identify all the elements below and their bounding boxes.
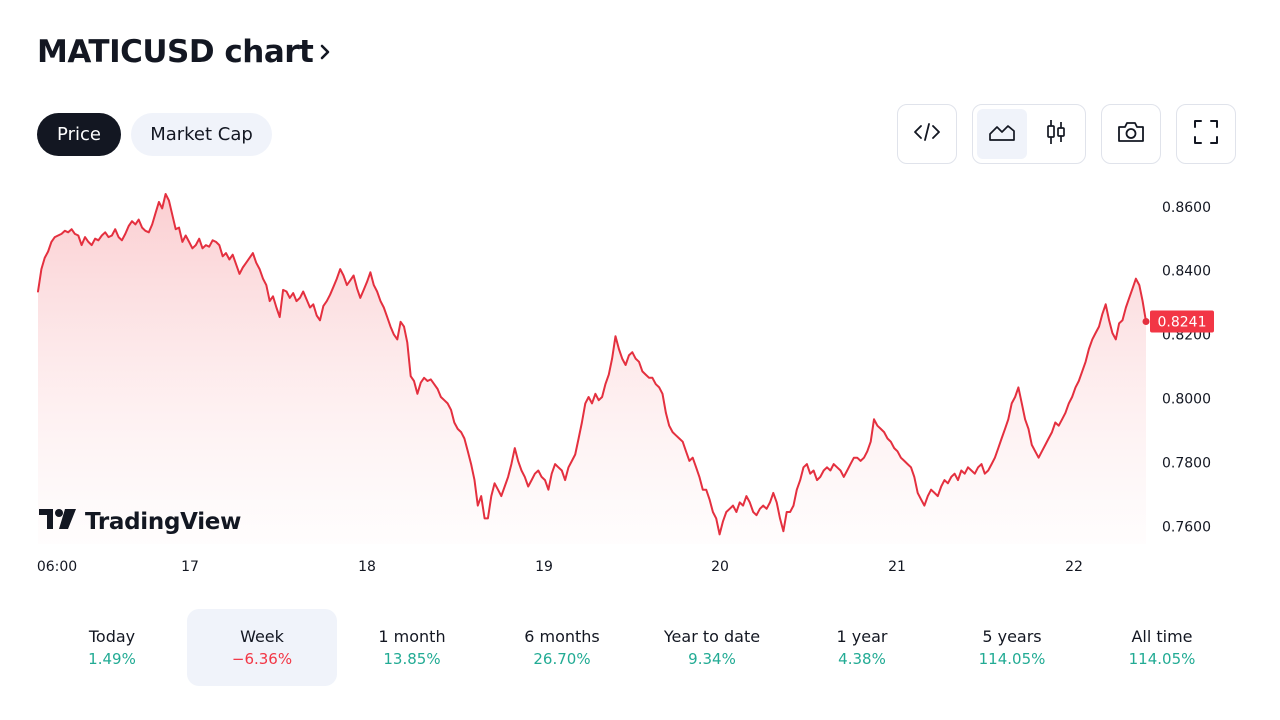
fullscreen-icon — [1193, 119, 1219, 150]
area-chart-button[interactable] — [977, 109, 1027, 159]
last-price-label: 0.8241 — [1158, 315, 1207, 331]
period-change-value: 13.85% — [383, 649, 441, 668]
tradingview-logo-icon — [39, 508, 77, 535]
period-label: 5 years — [982, 626, 1042, 646]
tab-market-cap[interactable]: Market Cap — [131, 113, 272, 156]
period-performance-bar: Today 1.49% Week −6.36% 1 month 13.85% 6 month… — [37, 609, 1237, 686]
x-tick-label: 22 — [1065, 559, 1083, 575]
period-change-value: −6.36% — [231, 649, 293, 668]
period-change-value: 114.05% — [1128, 649, 1196, 668]
chevron-right-icon — [319, 43, 331, 61]
y-tick-label: 0.8600 — [1162, 200, 1211, 216]
period-label: 1 month — [378, 626, 446, 646]
candlestick-button[interactable] — [1031, 109, 1081, 159]
x-tick-label: 18 — [358, 559, 376, 575]
period-change-value: 1.49% — [88, 649, 136, 668]
price-area-fill — [38, 194, 1146, 544]
embed-button[interactable] — [897, 104, 957, 164]
period-1-year[interactable]: 1 year 4.38% — [787, 609, 937, 686]
period-1-month[interactable]: 1 month 13.85% — [337, 609, 487, 686]
price-line — [37, 193, 1147, 536]
fullscreen-button[interactable] — [1176, 104, 1236, 164]
tradingview-logo[interactable]: TradingView — [39, 508, 241, 535]
period-all-time[interactable]: All time 114.05% — [1087, 609, 1237, 686]
last-price-marker: 0.8241 — [1142, 310, 1214, 333]
y-tick-label: 0.8000 — [1162, 392, 1211, 408]
x-tick-label: 17 — [181, 559, 199, 575]
y-tick-label: 0.7800 — [1162, 455, 1211, 471]
period-change-value: 26.70% — [533, 649, 591, 668]
x-axis: 06:00 17 18 19 20 21 22 — [37, 559, 1083, 575]
tab-price[interactable]: Price — [37, 113, 121, 156]
period-label: 1 year — [836, 626, 888, 646]
x-tick-label: 19 — [535, 559, 553, 575]
period-today[interactable]: Today 1.49% — [37, 609, 187, 686]
camera-icon — [1116, 120, 1146, 149]
last-price-tag — [1150, 310, 1214, 333]
period-label: Year to date — [663, 626, 761, 646]
period-label: Today — [88, 626, 136, 646]
snapshot-button[interactable] — [1101, 104, 1161, 164]
area-chart-icon — [987, 121, 1017, 148]
period-change-value: 4.38% — [838, 649, 886, 668]
candlestick-icon — [1044, 119, 1068, 150]
last-price-dot — [1142, 318, 1150, 326]
x-tick-label: 06:00 — [37, 559, 77, 575]
y-tick-label: 0.8400 — [1162, 264, 1211, 280]
x-tick-label: 20 — [711, 559, 729, 575]
period-year-to-date[interactable]: Year to date 9.34% — [637, 609, 787, 686]
tradingview-logo-text: TradingView — [85, 508, 242, 535]
y-tick-label: 0.7600 — [1162, 519, 1211, 535]
period-week[interactable]: Week −6.36% — [187, 609, 337, 686]
period-change-value: 9.34% — [688, 649, 736, 668]
period-6-months[interactable]: 6 months 26.70% — [487, 609, 637, 686]
period-5-years[interactable]: 5 years 114.05% — [937, 609, 1087, 686]
chart-style-toggle — [972, 104, 1086, 164]
chart-title-link[interactable]: MATICUSD chart — [37, 30, 331, 74]
period-label: 6 months — [524, 626, 600, 646]
period-label: Week — [240, 626, 284, 646]
period-change-value: 114.05% — [978, 649, 1046, 668]
code-icon — [913, 122, 941, 147]
period-label: All time — [1131, 626, 1193, 646]
page-title: MATICUSD chart — [37, 34, 314, 70]
x-tick-label: 21 — [888, 559, 906, 575]
